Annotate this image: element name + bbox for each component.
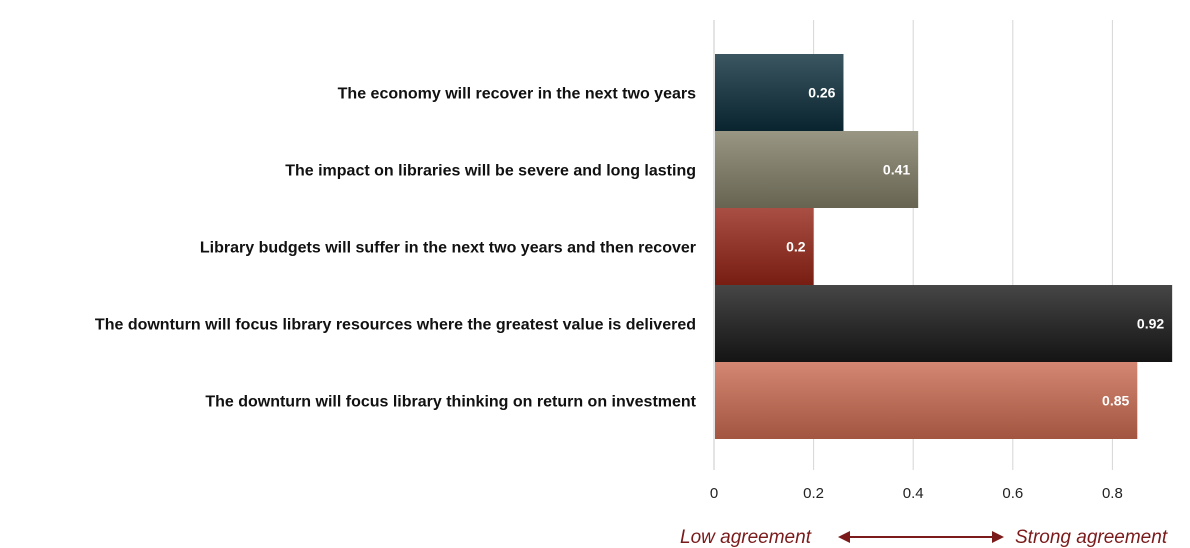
- category-label: The downturn will focus library thinking…: [205, 394, 696, 411]
- bar: [715, 54, 844, 131]
- strong-agreement-label: Strong agreement: [1015, 527, 1168, 548]
- data-label: 0.41: [883, 162, 910, 178]
- bar: [715, 285, 1173, 362]
- x-tick-label: 0: [710, 485, 718, 502]
- category-label: Library budgets will suffer in the next …: [200, 240, 696, 257]
- x-tick-label: 0.4: [903, 485, 924, 502]
- data-label: 0.2: [786, 239, 806, 255]
- x-tick-label: 0.8: [1102, 485, 1123, 502]
- x-tick-label: 0.2: [803, 485, 824, 502]
- data-label: 0.85: [1102, 393, 1129, 409]
- x-tick-label: 0.6: [1002, 485, 1023, 502]
- category-label: The economy will recover in the next two…: [338, 86, 696, 103]
- bar: [715, 208, 814, 285]
- category-label: The impact on libraries will be severe a…: [285, 163, 696, 180]
- x-axis-ticks: 0 0.2 0.4 0.6 0.8: [710, 485, 1123, 502]
- bar: [715, 362, 1138, 439]
- bar: [715, 131, 919, 208]
- double-arrow-icon: [838, 531, 1004, 543]
- low-agreement-label: Low agreement: [680, 527, 812, 548]
- category-label: The downturn will focus library resource…: [95, 317, 696, 334]
- data-label: 0.26: [808, 85, 835, 101]
- data-label: 0.92: [1137, 316, 1164, 332]
- category-labels: The economy will recover in the next two…: [95, 86, 697, 411]
- bars: 0.26 0.41 0.2 0.92 0.85: [715, 54, 1173, 439]
- agreement-scale: Low agreement Strong agreement: [680, 527, 1168, 548]
